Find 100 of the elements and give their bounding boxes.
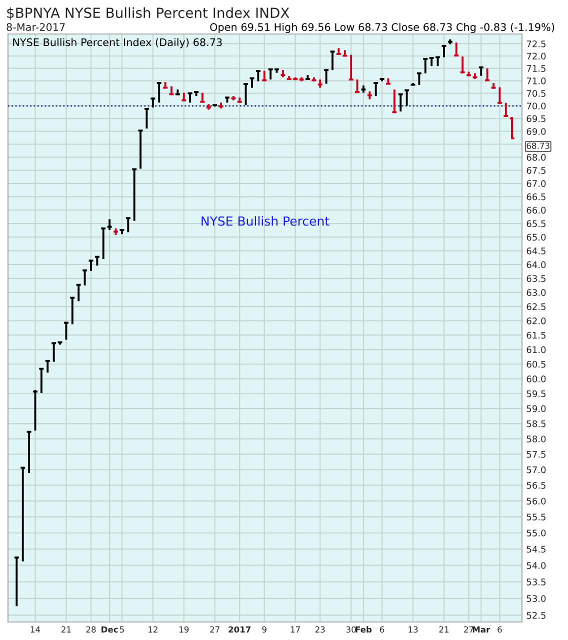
candlestick <box>508 116 516 140</box>
candlestick <box>502 102 510 118</box>
candlestick <box>38 368 45 394</box>
chart-subtitle: 8-Mar-2017 <box>6 23 65 32</box>
candlestick <box>478 66 484 77</box>
candlestick <box>88 260 94 272</box>
x-tick-label: 17 <box>290 626 300 632</box>
x-tick-label: 27 <box>210 626 220 632</box>
x-tick-label: 2017 <box>228 626 251 633</box>
candlestick <box>329 50 336 72</box>
y-tick-label: 70.5 <box>526 90 546 97</box>
candlestick <box>82 269 88 286</box>
annotation: NYSE Bullish Percent <box>202 216 330 226</box>
candlestick <box>150 96 156 108</box>
x-tick-label: Dec <box>102 626 118 633</box>
candlestick <box>75 284 82 302</box>
y-tick-label: 71.5 <box>526 65 546 72</box>
y-tick-label: 68.0 <box>526 154 546 161</box>
y-tick-label: 69.5 <box>526 115 546 122</box>
candlestick <box>144 108 150 130</box>
y-tick-label: 71.0 <box>526 77 546 84</box>
candlestick <box>496 86 503 105</box>
y-tick-label: 58.0 <box>526 436 546 442</box>
candlestick <box>372 82 380 98</box>
x-tick-label: 13 <box>408 626 418 633</box>
candlestick <box>32 389 38 432</box>
y-tick-label: 63.0 <box>526 289 546 296</box>
candlestick <box>323 69 330 85</box>
y-tick-label: 59.0 <box>526 405 546 412</box>
x-tick-label: 28 <box>86 626 96 633</box>
x-tick-label: 21 <box>62 626 71 632</box>
text: 68.73 <box>526 142 550 149</box>
y-tick-label: 65.0 <box>526 234 546 241</box>
chart-title: $BPNYA NYSE Bullish Percent Index INDX <box>7 7 290 20</box>
y-tick-label: 56.5 <box>526 482 546 489</box>
y-tick-label: 56.0 <box>526 498 546 505</box>
y-tick-label: 66.5 <box>526 193 546 200</box>
candlestick <box>131 168 138 222</box>
x-tick-label: 30 <box>346 626 356 633</box>
x-tick-label: 9 <box>262 626 266 633</box>
candlestick <box>354 78 360 94</box>
y-tick-label: 55.5 <box>526 514 546 520</box>
candlestick <box>156 82 162 104</box>
y-tick-label: 65.5 <box>526 220 546 228</box>
y-tick-label: 60.0 <box>526 376 546 382</box>
y-tick-label: 72.5 <box>526 40 546 48</box>
candlestick <box>416 72 422 86</box>
y-tick-label: 72.0 <box>526 52 546 60</box>
y-tick-label: 63.5 <box>526 275 546 282</box>
x-tick-label: Mar <box>472 626 490 633</box>
x-tick-label: 19 <box>179 626 189 633</box>
y-tick-label: 53.0 <box>526 595 546 602</box>
candlestick <box>137 130 144 170</box>
x-tick-label: 6 <box>498 626 502 633</box>
y-tick-label: 69.0 <box>526 128 546 135</box>
text: Open 69.51 High 69.56 Low 68.73 Close 68.73 Chg -0.83 (-1.19%) <box>210 22 554 34</box>
y-tick-label: 60.5 <box>526 360 546 368</box>
y-tick-label: 67.0 <box>526 180 546 187</box>
y-tick-label: 67.5 <box>526 166 546 174</box>
x-tick-label: 14 <box>30 626 40 632</box>
candlestick <box>100 227 107 260</box>
y-tick-label: 62.0 <box>526 317 546 324</box>
y-tick-label: 54.5 <box>526 546 546 553</box>
x-tick-label: 6 <box>380 626 384 633</box>
y-tick-label: 66.0 <box>526 206 546 214</box>
candlestick <box>440 44 448 58</box>
candlestick <box>50 342 58 363</box>
candlestick <box>199 92 206 104</box>
candlestick <box>242 83 250 106</box>
x-tick-label: 27 <box>464 626 474 632</box>
candlestick <box>44 360 51 374</box>
y-tick-label: 53.5 <box>526 578 546 586</box>
y-tick-label: 52.5 <box>526 612 546 619</box>
y-tick-label: 57.5 <box>526 451 546 458</box>
y-tick-label: 70.0 <box>526 102 546 110</box>
y-tick-label: 61.5 <box>526 332 546 339</box>
candlestick <box>254 70 262 82</box>
y-tick-label: 58.5 <box>526 420 546 428</box>
candlestick <box>422 58 429 74</box>
x-tick-label: 21 <box>439 626 449 632</box>
candlestick <box>459 56 466 74</box>
y-tick-label: 62.5 <box>526 303 546 310</box>
x-tick-label: Feb <box>356 626 372 633</box>
annotation: NYSE Bullish Percent Index (Daily) 68.73 <box>13 38 222 48</box>
x-tick-label: 5 <box>120 626 124 633</box>
candlestick <box>13 556 20 608</box>
x-tick-label: 12 <box>148 626 158 632</box>
y-tick-label: 57.0 <box>526 466 546 474</box>
candlestick <box>453 42 460 58</box>
candlestick <box>391 88 398 114</box>
y-tick-label: 54.0 <box>526 562 546 569</box>
candlestick <box>124 217 132 234</box>
y-tick-label: 59.5 <box>526 390 546 398</box>
y-tick-label: 55.0 <box>526 530 546 536</box>
y-tick-label: 61.0 <box>526 346 546 354</box>
y-tick-label: 64.5 <box>526 247 546 254</box>
y-tick-label: 64.0 <box>526 261 546 268</box>
x-tick-label: 23 <box>315 626 325 633</box>
candlestick <box>26 430 32 474</box>
candlestick <box>348 54 354 80</box>
